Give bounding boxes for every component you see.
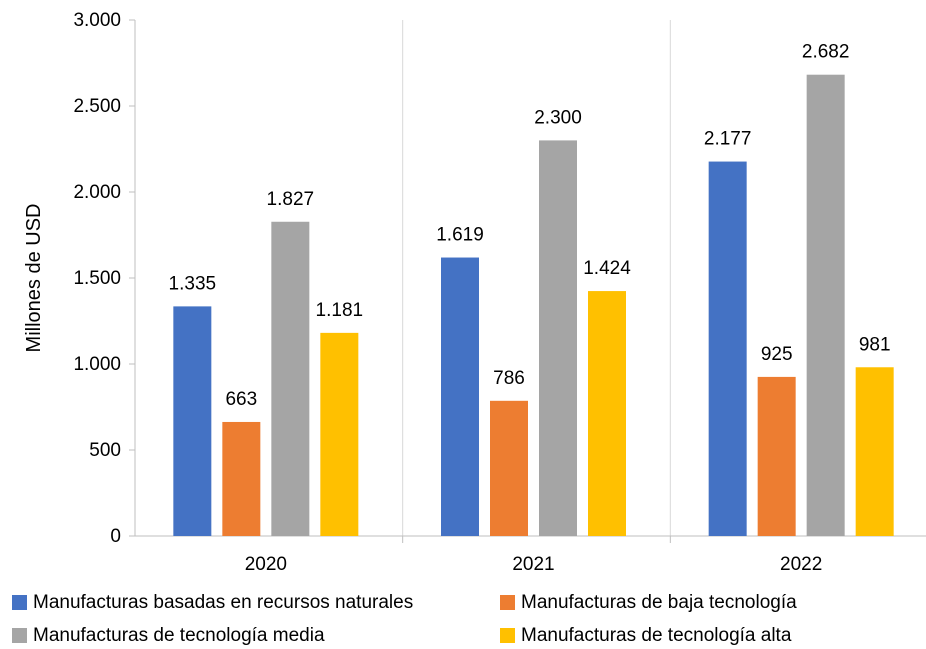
bar bbox=[757, 376, 796, 536]
y-axis-label: Millones de USD bbox=[23, 204, 45, 353]
data-label: 2.300 bbox=[534, 107, 582, 128]
y-tick-label: 2.500 bbox=[73, 96, 121, 117]
x-tick-label: 2022 bbox=[780, 554, 822, 575]
data-label: 786 bbox=[493, 368, 525, 389]
bar bbox=[855, 367, 894, 536]
bar bbox=[441, 257, 479, 536]
legend-label-tecnologia-alta: Manufacturas de tecnología alta bbox=[521, 625, 792, 646]
bar bbox=[320, 332, 359, 536]
legend-label-tecnologia-media: Manufacturas de tecnología media bbox=[33, 625, 325, 646]
bar bbox=[708, 161, 747, 536]
data-label: 2.177 bbox=[704, 129, 752, 150]
data-label: 1.181 bbox=[316, 300, 364, 321]
bar-chart: 0 500 1.000 1.500 2.000 2.500 3.000 2020 2021 202… bbox=[23, 10, 926, 575]
data-label: 1.335 bbox=[169, 273, 217, 294]
legend-item-recursos-naturales: Manufacturas basadas en recursos natural… bbox=[12, 593, 413, 612]
legend-item-tecnologia-alta: Manufacturas de tecnología alta bbox=[500, 626, 791, 645]
bar bbox=[271, 221, 310, 537]
legend-label-recursos-naturales: Manufacturas basadas en recursos natural… bbox=[33, 592, 414, 613]
data-label: 1.424 bbox=[583, 258, 631, 279]
data-label: 1.619 bbox=[436, 225, 484, 246]
data-label: 981 bbox=[859, 334, 891, 355]
legend: Manufacturas basadas en recursos natural… bbox=[0, 583, 926, 649]
y-tick-label: 1.000 bbox=[73, 354, 121, 375]
bar bbox=[490, 400, 528, 536]
data-label: 925 bbox=[761, 344, 793, 365]
x-tick-label: 2021 bbox=[512, 554, 554, 575]
legend-swatch-recursos-naturales bbox=[12, 595, 27, 610]
y-tick-label: 500 bbox=[89, 440, 121, 461]
legend-swatch-tecnologia-alta bbox=[500, 628, 515, 643]
data-label: 2.682 bbox=[802, 42, 850, 63]
data-label: 663 bbox=[225, 389, 257, 410]
axes: 0 500 1.000 1.500 2.000 2.500 3.000 2020 2021 202… bbox=[73, 10, 926, 575]
bar bbox=[806, 74, 845, 537]
legend-item-baja-tecnologia: Manufacturas de baja tecnología bbox=[500, 593, 797, 612]
y-tick-label: 2.000 bbox=[73, 182, 121, 203]
y-tick-label: 3.000 bbox=[73, 10, 121, 31]
legend-swatch-baja-tecnologia bbox=[500, 595, 515, 610]
y-tick-label: 1.500 bbox=[73, 268, 121, 289]
y-tick-label: 0 bbox=[110, 526, 121, 547]
bars bbox=[173, 74, 894, 537]
data-labels: 1.335 1.619 2.177 663 786 925 1.827 2.300 2.682 1… bbox=[169, 42, 891, 410]
bar bbox=[539, 140, 577, 536]
x-tick-label: 2020 bbox=[245, 554, 287, 575]
bar bbox=[222, 421, 261, 536]
legend-item-tecnologia-media: Manufacturas de tecnología media bbox=[12, 626, 325, 645]
data-label: 1.827 bbox=[267, 189, 315, 210]
legend-swatch-tecnologia-media bbox=[12, 628, 27, 643]
bar bbox=[173, 306, 212, 536]
gridlines bbox=[402, 20, 671, 536]
legend-label-baja-tecnologia: Manufacturas de baja tecnología bbox=[521, 592, 797, 613]
bar bbox=[588, 291, 626, 536]
